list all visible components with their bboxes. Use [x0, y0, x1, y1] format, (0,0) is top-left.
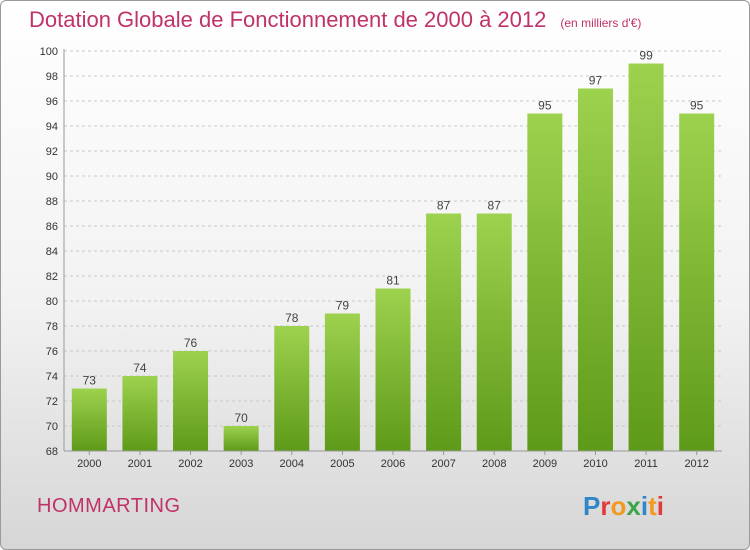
y-tick-label: 90 — [46, 171, 58, 183]
x-tick-label: 2012 — [684, 458, 708, 470]
bar — [71, 388, 107, 451]
bar — [527, 113, 563, 451]
bar — [679, 113, 715, 451]
data-label: 95 — [538, 99, 552, 113]
y-tick-label: 70 — [46, 421, 58, 433]
y-tick-label: 96 — [46, 96, 58, 108]
bar — [223, 426, 259, 451]
bar — [122, 376, 158, 451]
y-tick-label: 84 — [46, 246, 58, 258]
data-label: 70 — [234, 411, 248, 425]
y-tick-label: 68 — [46, 446, 58, 458]
bar — [628, 63, 664, 451]
x-tick-label: 2004 — [280, 458, 304, 470]
x-tick-label: 2006 — [381, 458, 405, 470]
y-tick-label: 80 — [46, 296, 58, 308]
data-label: 87 — [488, 199, 502, 213]
bar — [426, 213, 462, 451]
x-tick-label: 2009 — [533, 458, 557, 470]
x-tick-label: 2002 — [178, 458, 202, 470]
x-tick-label: 2008 — [482, 458, 506, 470]
x-tick-label: 2007 — [431, 458, 455, 470]
y-tick-label: 76 — [46, 346, 58, 358]
bar — [324, 313, 360, 451]
y-tick-label: 88 — [46, 196, 58, 208]
y-tick-label: 94 — [46, 121, 58, 133]
data-label: 76 — [184, 336, 198, 350]
y-tick-label: 82 — [46, 271, 58, 283]
y-tick-label: 74 — [46, 371, 58, 383]
chart-title: Dotation Globale de Fonctionnement de 20… — [29, 7, 641, 33]
bar — [173, 351, 209, 451]
data-label: 73 — [83, 374, 97, 388]
x-tick-label: 2010 — [583, 458, 607, 470]
x-tick-label: 2000 — [77, 458, 101, 470]
data-label: 99 — [639, 49, 653, 63]
bar — [577, 88, 613, 451]
x-tick-label: 2001 — [128, 458, 152, 470]
x-tick-label: 2005 — [330, 458, 354, 470]
y-tick-label: 98 — [46, 71, 58, 83]
bar — [375, 288, 411, 451]
y-tick-label: 72 — [46, 396, 58, 408]
y-tick-label: 100 — [40, 46, 58, 58]
data-label: 78 — [285, 311, 299, 325]
unit-label: (en milliers d'€) — [560, 16, 642, 30]
bar — [476, 213, 512, 451]
commune-name: HOMMARTING — [37, 495, 181, 517]
y-tick-label: 92 — [46, 146, 58, 158]
x-tick-label: 2011 — [634, 458, 658, 470]
y-tick-label: 86 — [46, 221, 58, 233]
bar — [274, 326, 310, 451]
data-label: 97 — [589, 74, 603, 88]
data-label: 74 — [133, 361, 147, 375]
svg-text:Proxiti: Proxiti — [583, 491, 664, 521]
title-text: Dotation Globale de Fonctionnement de 20… — [29, 7, 547, 32]
data-label: 81 — [386, 274, 400, 288]
axes: 68 70 72 74 76 78 80 82 84 86 88 90 92 94 96 98 100 2000 2… — [40, 46, 722, 470]
proxiti-logo: Proxiti — [583, 491, 664, 521]
data-label: 95 — [690, 99, 704, 113]
data-label: 79 — [336, 299, 350, 313]
bars: 73 74 76 70 78 79 81 87 87 95 97 99 95 — [71, 49, 715, 451]
y-tick-label: 78 — [46, 321, 58, 333]
x-tick-label: 2003 — [229, 458, 253, 470]
data-label: 87 — [437, 199, 451, 213]
